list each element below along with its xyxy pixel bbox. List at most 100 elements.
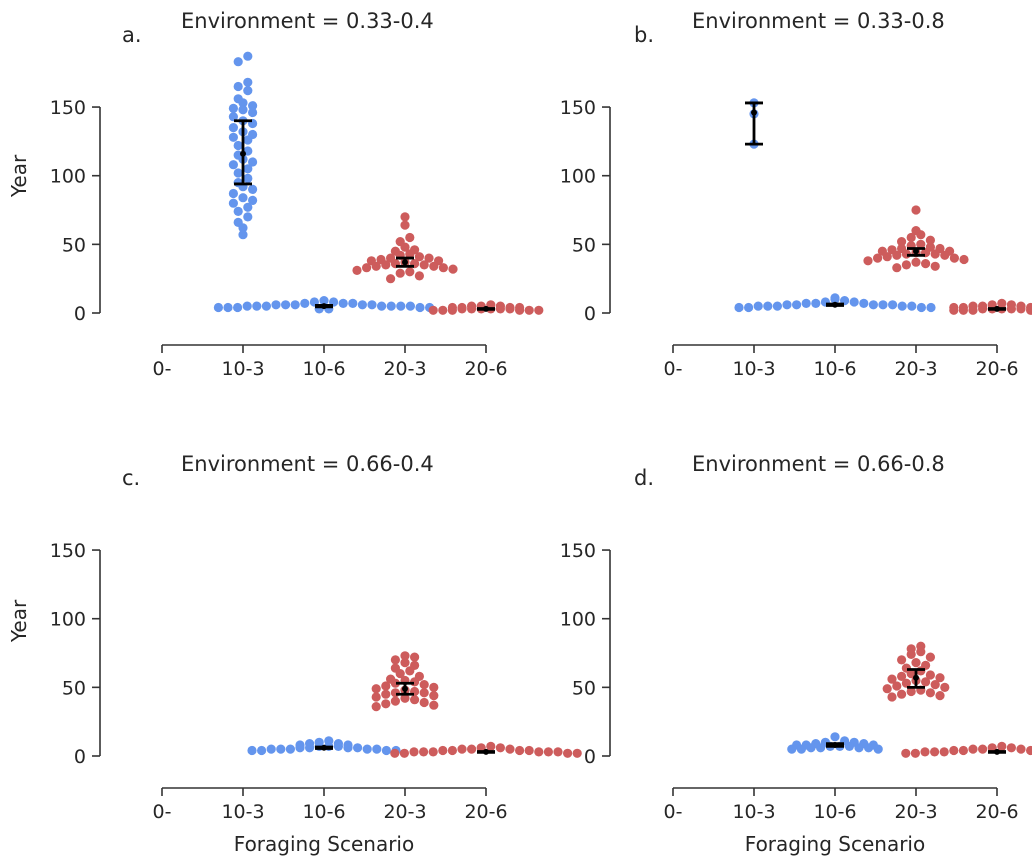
data-point: [305, 743, 315, 753]
data-point: [782, 300, 792, 310]
data-point: [859, 298, 869, 308]
panel-letter: b.: [634, 23, 654, 47]
y-tick-label: 0: [584, 746, 596, 768]
data-point: [897, 671, 907, 682]
x-tick-label: 10-6: [302, 801, 345, 823]
data-point: [429, 691, 439, 701]
data-point: [381, 745, 391, 756]
data-point: [352, 265, 362, 275]
x-tick-label: 20-3: [383, 801, 426, 823]
data-point: [228, 123, 238, 133]
data-point: [295, 743, 305, 753]
data-point: [906, 686, 916, 697]
data-point: [400, 212, 410, 222]
data-point: [849, 297, 859, 307]
data-point: [261, 301, 271, 311]
data-point: [925, 235, 936, 245]
data-point: [233, 140, 243, 151]
data-point: [243, 212, 253, 222]
data-point: [400, 651, 410, 661]
mean-marker: [913, 248, 919, 255]
data-point: [381, 681, 391, 691]
y-axis-title: Year: [7, 599, 31, 643]
data-point: [901, 260, 912, 270]
data-point: [233, 57, 243, 67]
data-point: [419, 747, 429, 757]
data-point: [429, 261, 439, 271]
data-point: [892, 263, 902, 273]
data-point: [381, 699, 391, 709]
data-point: [400, 220, 410, 230]
data-point: [958, 745, 969, 756]
data-point: [238, 230, 248, 240]
data-point: [353, 743, 363, 753]
data-point: [930, 261, 940, 271]
data-point: [448, 264, 458, 274]
panel-title: Environment = 0.33-0.4: [181, 9, 434, 33]
data-point: [801, 298, 811, 308]
data-point: [396, 301, 406, 311]
data-point: [959, 254, 969, 265]
data-point: [524, 305, 534, 315]
data-point: [233, 81, 243, 92]
data-point: [1006, 304, 1017, 314]
mean-marker: [402, 685, 408, 692]
y-tick-label: 150: [560, 97, 596, 119]
data-point: [357, 300, 367, 310]
data-point: [563, 748, 573, 758]
data-point: [911, 205, 921, 215]
data-point: [796, 744, 807, 754]
data-point: [386, 274, 396, 284]
y-tick-label: 0: [584, 303, 596, 325]
data-point: [811, 298, 821, 308]
x-tick-label: 20-3: [894, 801, 937, 823]
data-point: [319, 296, 329, 306]
y-tick-label: 50: [572, 677, 596, 699]
data-point: [935, 691, 945, 701]
data-point: [228, 198, 238, 208]
data-point: [285, 744, 295, 754]
x-tick-label: 10-6: [302, 358, 345, 380]
data-point: [338, 298, 348, 308]
x-tick-label: 20-6: [464, 358, 507, 380]
data-point: [247, 745, 257, 756]
y-tick-label: 100: [50, 166, 86, 188]
data-point: [399, 748, 409, 758]
data-point: [864, 743, 874, 753]
x-axis-title: Foraging Scenario: [745, 832, 925, 856]
x-tick-label: 10-3: [732, 358, 775, 380]
data-point: [939, 747, 949, 757]
data-point: [921, 259, 931, 269]
data-point: [572, 748, 582, 758]
data-point: [887, 674, 897, 684]
y-tick-label: 150: [50, 97, 86, 119]
mean-marker: [321, 744, 327, 751]
x-tick-label: 20-6: [975, 801, 1018, 823]
data-point: [243, 77, 253, 87]
data-point: [238, 193, 248, 203]
data-point: [228, 103, 238, 113]
data-point: [897, 237, 907, 247]
data-point: [248, 195, 258, 205]
data-point: [228, 112, 238, 122]
data-point: [276, 744, 286, 754]
data-point: [911, 658, 921, 668]
panel-letter: a.: [122, 23, 142, 47]
data-point: [377, 301, 387, 311]
data-point: [390, 678, 400, 688]
data-point: [233, 302, 243, 313]
data-point: [271, 300, 281, 310]
data-point: [505, 744, 515, 754]
data-point: [243, 173, 253, 183]
data-point: [405, 267, 415, 277]
data-point: [916, 230, 926, 240]
x-tick-label: 0-: [153, 358, 172, 380]
x-tick-label: 20-6: [975, 358, 1018, 380]
panel-title: Environment = 0.66-0.4: [181, 452, 434, 476]
data-point: [414, 271, 424, 281]
data-point: [940, 250, 950, 260]
data-point: [457, 744, 467, 754]
data-point: [744, 302, 754, 313]
data-point: [447, 305, 457, 315]
data-point: [534, 747, 544, 757]
